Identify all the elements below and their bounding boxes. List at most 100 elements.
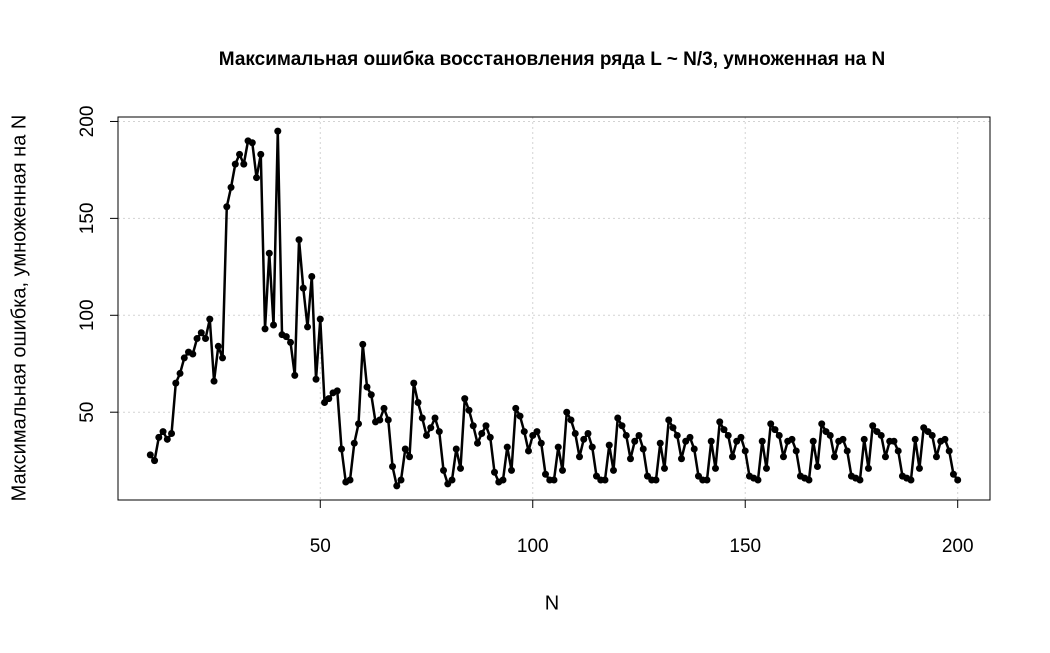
data-point <box>236 150 244 158</box>
data-point <box>452 445 460 453</box>
data-point <box>499 476 507 484</box>
data-point <box>839 435 847 443</box>
data-point <box>601 476 609 484</box>
data-point <box>265 249 273 257</box>
data-point <box>626 455 634 463</box>
data-point <box>605 441 613 449</box>
y-tick-label: 200 <box>77 106 98 138</box>
data-point <box>448 476 456 484</box>
data-point <box>818 420 826 428</box>
data-point <box>282 333 290 341</box>
data-point <box>881 453 889 461</box>
data-point <box>711 464 719 472</box>
data-point <box>287 338 295 346</box>
data-point <box>261 325 269 333</box>
data-point <box>716 418 724 426</box>
x-axis-label: N <box>545 592 559 614</box>
data-point <box>762 464 770 472</box>
plot-frame <box>117 116 991 501</box>
data-point <box>775 431 783 439</box>
data-point <box>830 453 838 461</box>
data-point <box>915 464 923 472</box>
data-point <box>877 431 885 439</box>
data-point <box>533 428 541 436</box>
data-point <box>308 273 316 281</box>
data-point <box>737 433 745 441</box>
y-tick-label: 100 <box>77 299 98 331</box>
data-point <box>401 445 409 453</box>
data-point <box>482 422 490 430</box>
data-point <box>720 426 728 434</box>
data-point <box>333 387 341 395</box>
data-point <box>474 439 482 447</box>
data-point <box>677 455 685 463</box>
data-point <box>809 437 817 445</box>
data-point <box>299 284 307 292</box>
data-point <box>567 416 575 424</box>
data-point <box>227 183 235 191</box>
data-point <box>414 399 422 407</box>
data-point <box>571 430 579 438</box>
data-point <box>146 451 154 459</box>
data-point <box>304 323 312 331</box>
data-point <box>469 422 477 430</box>
data-point <box>788 435 796 443</box>
data-point <box>652 476 660 484</box>
data-point <box>805 476 813 484</box>
data-point <box>932 453 940 461</box>
data-point <box>393 482 401 490</box>
data-point <box>359 340 367 348</box>
data-point <box>270 321 278 329</box>
data-point <box>618 422 626 430</box>
data-point <box>312 375 320 383</box>
data-point <box>431 414 439 422</box>
data-point <box>180 354 188 362</box>
data-point <box>550 476 558 484</box>
data-point <box>168 430 176 438</box>
data-point <box>724 431 732 439</box>
data-point <box>758 437 766 445</box>
data-point <box>210 377 218 385</box>
data-point <box>639 445 647 453</box>
data-point <box>907 476 915 484</box>
data-point <box>665 416 673 424</box>
data-point <box>316 315 324 323</box>
data-point <box>461 395 469 403</box>
data-point <box>389 462 397 470</box>
data-point <box>380 404 388 412</box>
data-point <box>346 476 354 484</box>
data-point <box>686 433 694 441</box>
data-point <box>155 433 163 441</box>
data-point <box>512 404 520 412</box>
data-point <box>813 462 821 470</box>
data-point <box>537 439 545 447</box>
data-point <box>609 466 617 474</box>
data-point <box>525 447 533 455</box>
data-point <box>406 453 414 461</box>
data-point <box>491 468 499 476</box>
data-point <box>864 464 872 472</box>
chart-title: Максимальная ошибка восстановления ряда … <box>219 49 885 70</box>
data-point <box>563 408 571 416</box>
data-point <box>248 139 256 147</box>
data-point <box>945 447 953 455</box>
data-point <box>223 203 231 211</box>
data-point <box>172 379 180 387</box>
data-point <box>690 445 698 453</box>
y-axis-label: Максимальная ошибка, умноженная на N <box>8 115 30 502</box>
data-point <box>826 431 834 439</box>
data-point <box>418 414 426 422</box>
data-point <box>703 476 711 484</box>
data-point <box>779 453 787 461</box>
x-tick-label: 50 <box>310 536 331 557</box>
data-point <box>542 470 550 478</box>
data-point <box>660 464 668 472</box>
data-point <box>325 395 333 403</box>
data-point <box>584 430 592 438</box>
data-point <box>193 335 201 343</box>
data-point <box>558 466 566 474</box>
data-point <box>176 369 184 377</box>
data-point <box>575 453 583 461</box>
data-point <box>435 428 443 436</box>
